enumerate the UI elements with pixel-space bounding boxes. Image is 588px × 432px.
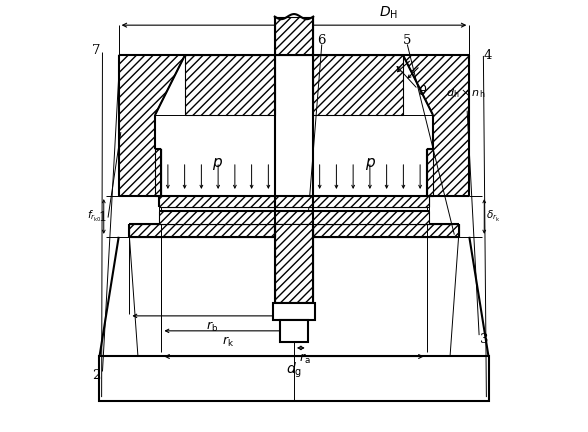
Polygon shape bbox=[273, 303, 315, 320]
Text: $\delta_{r_{\rm k}}$: $\delta_{r_{\rm k}}$ bbox=[486, 209, 501, 224]
Text: 5: 5 bbox=[403, 34, 412, 47]
Polygon shape bbox=[159, 211, 429, 224]
Text: $d_{\rm h}\times n_{\rm h}$: $d_{\rm h}\times n_{\rm h}$ bbox=[446, 87, 485, 101]
Text: $d_{\rm g}$: $d_{\rm g}$ bbox=[286, 361, 302, 380]
Polygon shape bbox=[155, 149, 162, 196]
Text: 6: 6 bbox=[318, 34, 326, 47]
Polygon shape bbox=[280, 320, 308, 342]
Polygon shape bbox=[99, 356, 489, 401]
Text: $p$: $p$ bbox=[212, 156, 223, 172]
Polygon shape bbox=[275, 224, 313, 303]
Text: $D_{\rm H}$: $D_{\rm H}$ bbox=[379, 4, 397, 21]
Polygon shape bbox=[159, 196, 429, 207]
Text: $f_{r_{\rm k0}}$: $f_{r_{\rm k0}}$ bbox=[87, 209, 102, 224]
Text: 1: 1 bbox=[98, 211, 106, 224]
Text: $r_{\rm a}$: $r_{\rm a}$ bbox=[299, 352, 311, 366]
Text: $\theta$: $\theta$ bbox=[418, 84, 427, 98]
Polygon shape bbox=[426, 149, 433, 196]
Text: 7: 7 bbox=[92, 44, 101, 57]
Polygon shape bbox=[119, 55, 185, 196]
Polygon shape bbox=[185, 55, 275, 115]
Polygon shape bbox=[275, 16, 313, 55]
Text: $r_{\rm k}$: $r_{\rm k}$ bbox=[222, 335, 234, 349]
Text: 4: 4 bbox=[483, 48, 492, 62]
Text: 3: 3 bbox=[480, 333, 489, 346]
Polygon shape bbox=[313, 55, 403, 115]
Text: $p$: $p$ bbox=[365, 156, 376, 172]
Text: $r_{\rm b}$: $r_{\rm b}$ bbox=[206, 320, 218, 334]
Text: 2: 2 bbox=[92, 369, 101, 382]
Polygon shape bbox=[129, 224, 459, 237]
Polygon shape bbox=[403, 55, 469, 196]
